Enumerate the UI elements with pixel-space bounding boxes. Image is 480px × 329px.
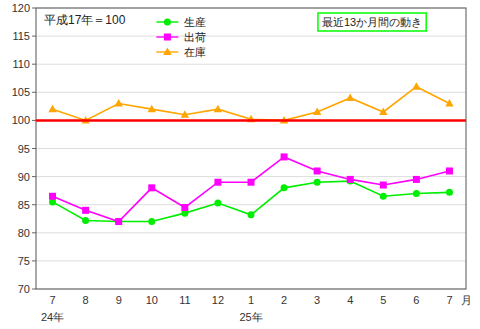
grid-line xyxy=(36,148,466,149)
data-point xyxy=(380,182,387,189)
x-tick-label: 8 xyxy=(83,294,89,306)
chart: 7075808590951001051101151207891011121234… xyxy=(0,0,480,329)
data-point xyxy=(114,99,122,107)
x-tick-label: 5 xyxy=(380,294,386,306)
y-tick-label: 115 xyxy=(12,30,30,42)
data-point xyxy=(214,105,222,113)
y-tick-label: 120 xyxy=(12,2,30,14)
y-tick-label: 100 xyxy=(12,114,30,126)
data-point xyxy=(181,204,188,211)
y-tick xyxy=(32,148,36,149)
data-point xyxy=(380,193,387,200)
legend-marker xyxy=(164,19,171,26)
data-point xyxy=(82,217,89,224)
grid-line xyxy=(36,204,466,205)
annotation-box xyxy=(318,13,426,31)
data-point xyxy=(314,179,321,186)
y-tick xyxy=(32,176,36,177)
y-tick-label: 85 xyxy=(18,199,30,211)
reference-line xyxy=(36,119,466,122)
data-point xyxy=(413,176,420,183)
y-tick-label: 90 xyxy=(18,171,30,183)
y-tick xyxy=(32,64,36,65)
annotation: 最近13か月間の動き xyxy=(318,13,426,31)
y-tick xyxy=(32,260,36,261)
data-point xyxy=(214,200,221,207)
data-point xyxy=(346,93,354,101)
grid-line xyxy=(36,92,466,93)
x-tick-label: 6 xyxy=(413,294,419,306)
legend-marker xyxy=(164,34,171,41)
y-tick xyxy=(32,8,36,9)
x-tick-label: 3 xyxy=(314,294,320,306)
y-tick-label: 105 xyxy=(12,86,30,98)
annotation-text: 最近13か月間の動き xyxy=(322,16,422,28)
data-point xyxy=(347,176,354,183)
data-point xyxy=(115,218,122,225)
data-point xyxy=(314,167,321,174)
y-tick xyxy=(32,36,36,37)
legend: 生産出荷在庫 xyxy=(156,16,206,58)
data-point xyxy=(49,193,56,200)
legend-label: 在庫 xyxy=(184,46,206,58)
x-tick-label: 2 xyxy=(281,294,287,306)
y-tick xyxy=(32,92,36,93)
x-tick-label: 12 xyxy=(212,294,224,306)
data-point xyxy=(281,153,288,160)
x-tick-label: 7 xyxy=(446,294,452,306)
y-tick-label: 110 xyxy=(12,58,30,70)
data-point xyxy=(248,179,255,186)
y-tick-label: 80 xyxy=(18,227,30,239)
series-line xyxy=(53,181,450,221)
x-tick-label: 7 xyxy=(49,294,55,306)
x-tick-label: 11 xyxy=(179,294,190,306)
y-tick xyxy=(32,289,36,290)
y-tick-label: 75 xyxy=(18,255,30,267)
legend-label: 出荷 xyxy=(184,31,206,43)
legend-label: 生産 xyxy=(184,16,206,28)
data-point xyxy=(379,107,387,115)
data-point xyxy=(281,184,288,191)
plot-data xyxy=(36,82,466,225)
grid-line xyxy=(36,64,466,65)
series-line xyxy=(53,157,450,222)
y-tick xyxy=(32,204,36,205)
data-point xyxy=(181,110,189,118)
grid-line xyxy=(36,232,466,233)
x-tick-label: 10 xyxy=(146,294,158,306)
data-point xyxy=(214,179,221,186)
data-point xyxy=(446,167,453,174)
x-tick-label: 9 xyxy=(116,294,122,306)
grid-line xyxy=(36,260,466,261)
data-point xyxy=(445,99,453,107)
grid-line xyxy=(36,120,466,121)
legend-marker xyxy=(163,48,171,56)
data-point xyxy=(48,105,56,113)
data-point xyxy=(413,190,420,197)
grid xyxy=(36,8,466,289)
grid-line xyxy=(36,36,466,37)
data-point xyxy=(148,184,155,191)
title: 平成17年＝100 xyxy=(44,13,126,27)
y-tick xyxy=(32,232,36,233)
data-point xyxy=(313,107,321,115)
y-tick-label: 95 xyxy=(18,143,30,155)
x-group-label: 24年 xyxy=(41,311,64,323)
x-tick-label: 1 xyxy=(248,294,254,306)
data-point xyxy=(412,82,420,90)
data-point xyxy=(446,189,453,196)
data-point xyxy=(248,211,255,218)
data-point xyxy=(148,218,155,225)
y-tick-label: 70 xyxy=(18,283,30,295)
x-group-label: 25年 xyxy=(239,311,262,323)
y-tick xyxy=(32,120,36,121)
data-point xyxy=(115,218,122,225)
x-axis-label: 月 xyxy=(461,294,472,306)
x-tick-label: 4 xyxy=(347,294,353,306)
plot-frame xyxy=(36,8,466,289)
data-point xyxy=(82,207,89,214)
data-point xyxy=(148,105,156,113)
grid-line xyxy=(36,176,466,177)
